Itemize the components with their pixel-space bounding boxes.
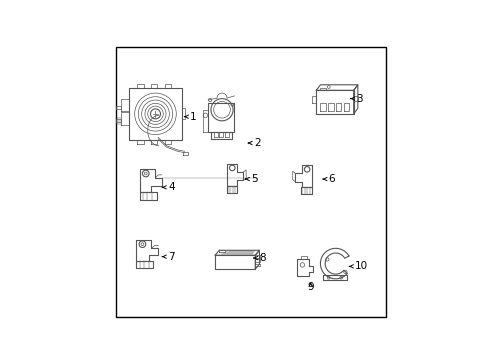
Text: 4: 4 [162,183,174,192]
Text: 5: 5 [245,174,258,184]
Text: 1: 1 [185,112,197,122]
Text: 8: 8 [254,253,266,263]
Text: 7: 7 [162,252,174,262]
Text: 2: 2 [248,138,261,148]
Text: 6: 6 [323,174,335,184]
Text: 10: 10 [349,261,368,271]
Text: 9: 9 [307,282,314,292]
Text: 3: 3 [351,94,363,104]
